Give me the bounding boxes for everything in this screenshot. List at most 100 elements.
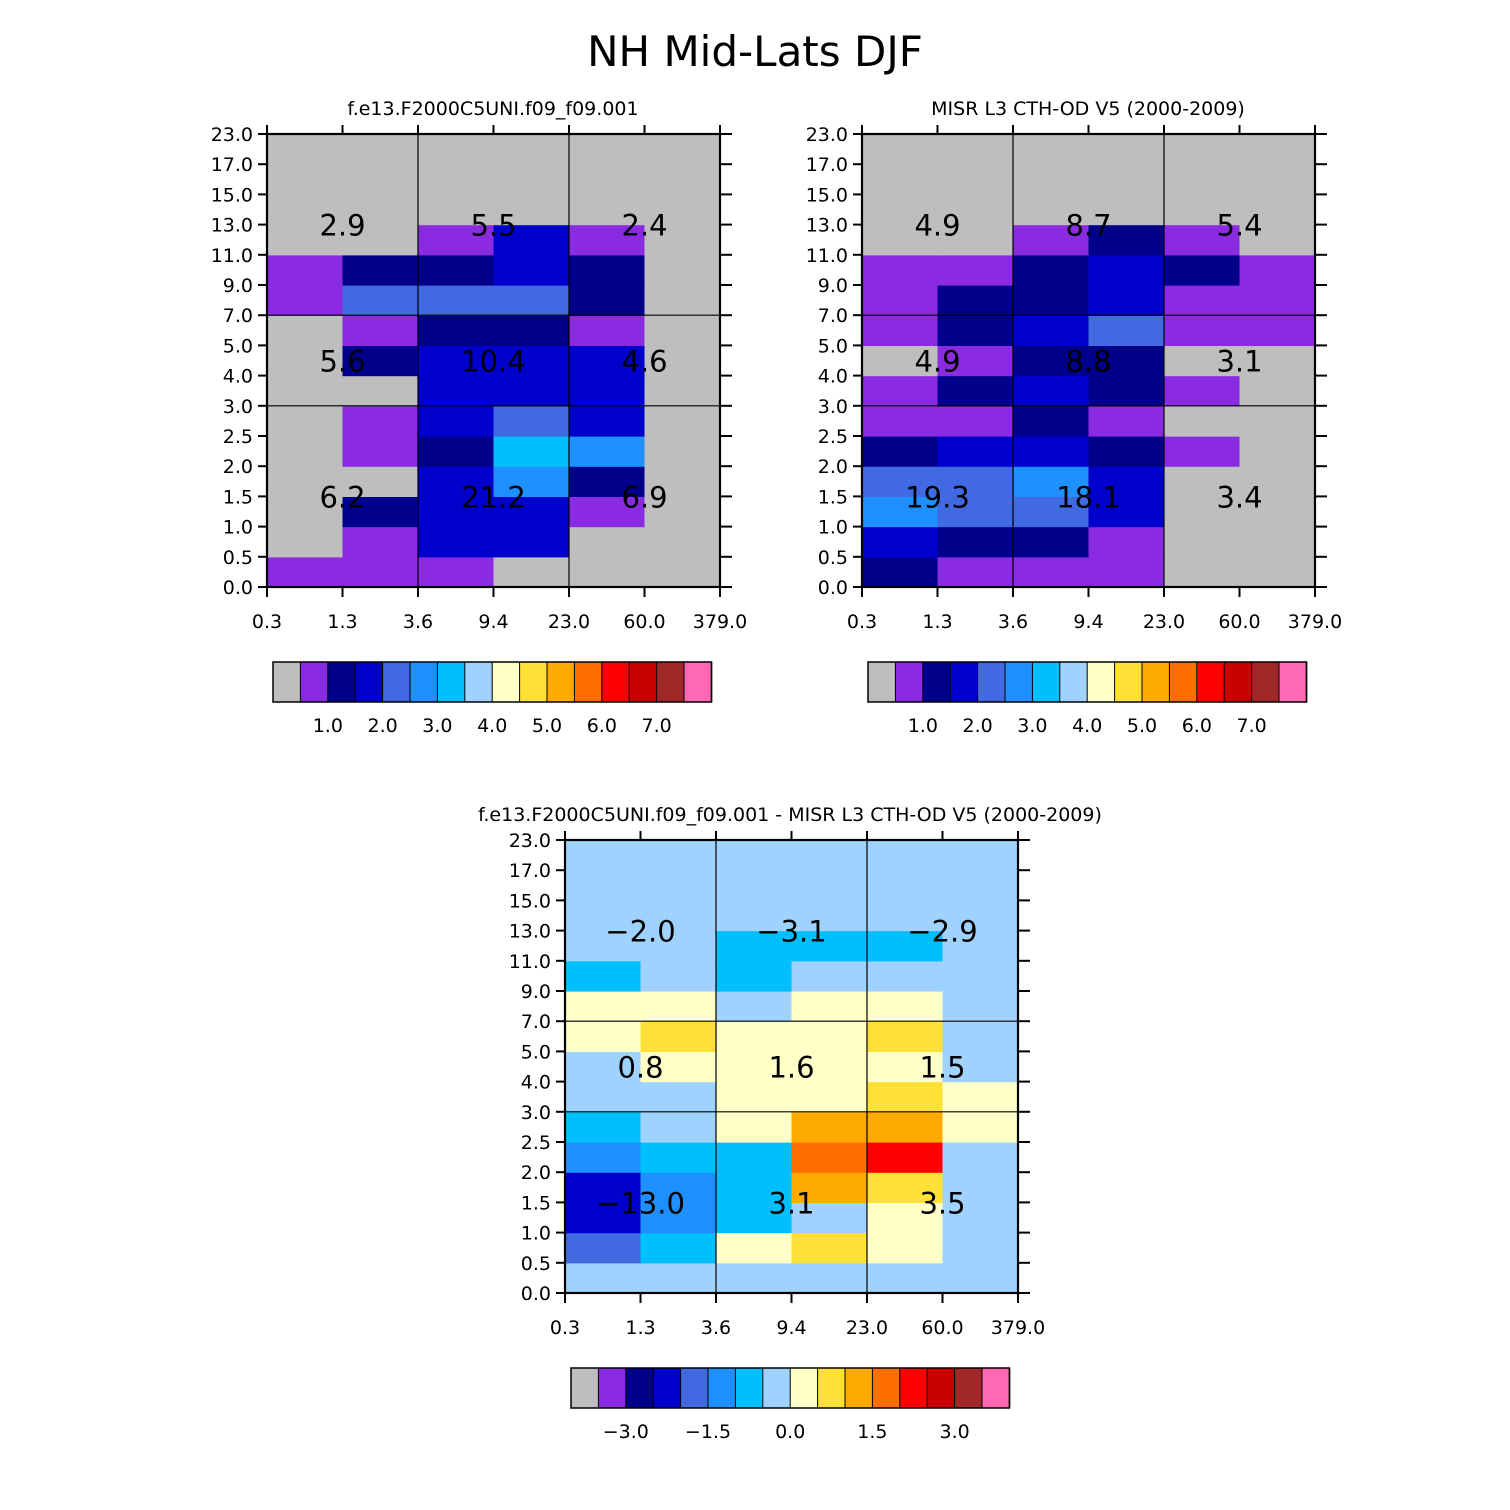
- y-tick-label: 23.0: [509, 830, 551, 852]
- heatmap-cell: [493, 526, 570, 558]
- heatmap-cell: [418, 375, 495, 407]
- heatmap-cell: [937, 405, 1014, 437]
- colorbar-swatch: [601, 661, 631, 703]
- x-tick-label: 0.3: [252, 611, 282, 633]
- heatmap-cell: [1013, 254, 1090, 286]
- heatmap-cell: [418, 345, 495, 377]
- colorbar-tick-label: 3.0: [939, 1421, 969, 1443]
- x-tick-label: 23.0: [846, 1317, 888, 1339]
- y-tick-label: 11.0: [211, 245, 253, 267]
- colorbar-swatch: [844, 1367, 874, 1409]
- colorbar-tick-label: 7.0: [641, 715, 671, 737]
- heatmap-cell: [942, 960, 1019, 992]
- colorbar-swatch: [1168, 661, 1198, 703]
- heatmap-cell: [867, 1021, 944, 1052]
- heatmap-cell: [716, 840, 793, 871]
- heatmap-cell: [342, 405, 419, 437]
- heatmap-cell: [1239, 224, 1316, 256]
- y-tick-label: 4.0: [818, 366, 848, 388]
- block-total-label: 2.4: [621, 209, 667, 243]
- heatmap-cell: [644, 375, 721, 407]
- heatmap-cell: [644, 345, 721, 377]
- heatmap-cell: [867, 960, 944, 992]
- x-tick-label: 379.0: [693, 611, 747, 633]
- heatmap-cell: [862, 526, 939, 558]
- heatmap-cell: [791, 930, 868, 962]
- colorbar-swatch: [867, 661, 897, 703]
- heatmap-cell: [342, 194, 419, 226]
- colorbar-tick-label: 3.0: [422, 715, 452, 737]
- y-tick-label: 3.0: [818, 396, 848, 418]
- y-tick-label: 2.5: [223, 426, 253, 448]
- heatmap-cell: [1239, 194, 1316, 226]
- colorbar-swatch: [1141, 661, 1171, 703]
- colorbar-swatch: [871, 1367, 901, 1409]
- block-total-label: 5.4: [1216, 209, 1262, 243]
- y-tick-label: 2.5: [521, 1132, 551, 1154]
- heatmap-cell: [644, 556, 721, 588]
- heatmap-cell: [640, 840, 717, 871]
- block-total-label: 3.5: [919, 1186, 965, 1220]
- y-tick-label: 1.5: [818, 486, 848, 508]
- heatmap-cell: [640, 870, 717, 901]
- block-total-label: 5.6: [319, 345, 365, 379]
- heatmap-cell: [1013, 436, 1090, 467]
- heatmap-cell: [342, 375, 419, 407]
- heatmap-cell: [867, 930, 944, 962]
- heatmap-cell: [862, 134, 939, 165]
- y-tick-label: 7.0: [818, 305, 848, 327]
- heatmap-cell: [493, 315, 570, 346]
- colorbar-swatch: [734, 1367, 764, 1409]
- heatmap-cell: [644, 436, 721, 467]
- colorbar-tick-label: 1.5: [857, 1421, 887, 1443]
- heatmap-cell: [640, 900, 717, 932]
- panel-title: MISR L3 CTH-OD V5 (2000-2009): [931, 98, 1245, 120]
- heatmap-cell: [418, 254, 495, 286]
- heatmap-cell: [342, 315, 419, 346]
- heatmap-cell: [1239, 254, 1316, 286]
- colorbar-swatch: [546, 661, 576, 703]
- heatmap-cell: [644, 315, 721, 346]
- heatmap-cell: [493, 496, 570, 528]
- heatmap-cell: [942, 1202, 1019, 1234]
- colorbar-swatch: [272, 661, 302, 703]
- heatmap-cell: [1164, 405, 1241, 437]
- heatmap-cell: [1013, 556, 1090, 588]
- heatmap-cell: [1239, 496, 1316, 528]
- heatmap-cell: [791, 1142, 868, 1173]
- block-total-label: 6.2: [319, 480, 365, 514]
- heatmap-cell: [342, 466, 419, 497]
- colorbar-tick-label: 7.0: [1236, 715, 1266, 737]
- heatmap-cell: [644, 164, 721, 195]
- y-tick-label: 2.5: [818, 426, 848, 448]
- colorbar-swatch: [894, 661, 924, 703]
- block-total-label: 3.1: [1216, 345, 1262, 379]
- heatmap-cell: [867, 1081, 944, 1113]
- block-total-label: 8.8: [1065, 345, 1111, 379]
- heatmap-cell: [791, 1021, 868, 1052]
- heatmap-cell: [1239, 526, 1316, 558]
- heatmap-cell: [867, 1142, 944, 1173]
- x-tick-label: 23.0: [1143, 611, 1185, 633]
- heatmap-cell: [267, 194, 344, 226]
- colorbar-swatch: [926, 1367, 956, 1409]
- heatmap-cell: [862, 405, 939, 437]
- heatmap-cell: [716, 870, 793, 901]
- block-total-label: 2.9: [319, 209, 365, 243]
- heatmap-cell: [267, 556, 344, 588]
- colorbar-frame: [867, 661, 1308, 703]
- heatmap-cell: [342, 164, 419, 195]
- heatmap-cell: [569, 254, 646, 286]
- colorbar-tick-label: 1.0: [313, 715, 343, 737]
- heatmap-cell: [640, 1232, 717, 1264]
- heatmap-cell: [1088, 375, 1165, 407]
- heatmap-cell: [1013, 496, 1090, 528]
- y-tick-label: 3.0: [521, 1102, 551, 1124]
- heatmap-cell: [716, 960, 793, 992]
- block-total-label: 19.3: [905, 480, 970, 514]
- heatmap-cell: [1088, 556, 1165, 588]
- heatmap-cell: [1013, 315, 1090, 346]
- block-total-label: 18.1: [1056, 480, 1121, 514]
- y-tick-label: 5.0: [521, 1041, 551, 1063]
- x-tick-label: 3.6: [403, 611, 433, 633]
